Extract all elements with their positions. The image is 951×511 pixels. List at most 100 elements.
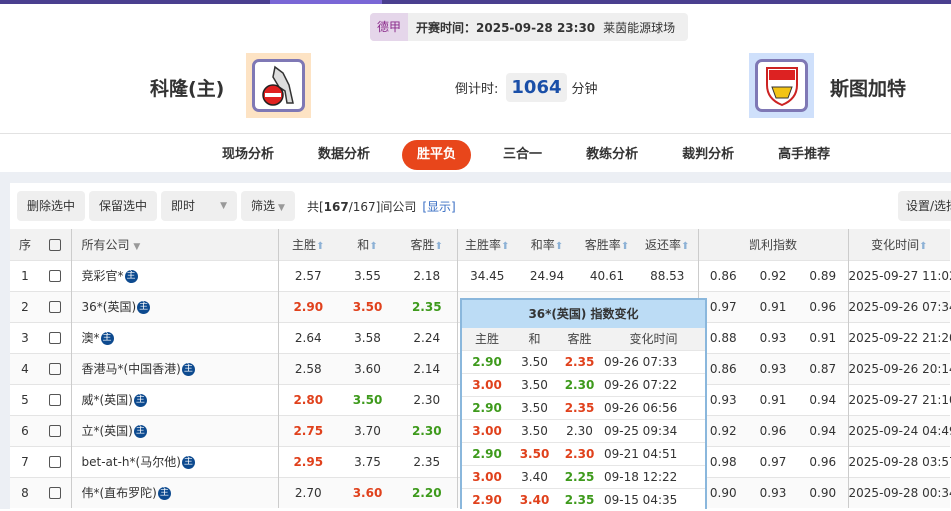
tab-referee-analysis[interactable]: 裁判分析 (682, 147, 735, 162)
table-row[interactable]: 1 竞彩官* 主 2.57 3.55 2.18 34.45 24.94 40.61… (10, 259, 951, 291)
home-odds[interactable]: 2.80 (277, 383, 338, 415)
row-select[interactable] (40, 476, 71, 508)
draw-odds[interactable]: 3.55 (338, 259, 397, 291)
row-select[interactable] (40, 290, 71, 322)
away-team-name[interactable]: 斯图加特 (830, 78, 907, 100)
row-select[interactable] (40, 352, 71, 384)
home-odds[interactable]: 2.57 (277, 259, 338, 291)
home-odds[interactable]: 2.75 (277, 414, 338, 446)
home-odds[interactable]: 2.95 (277, 445, 338, 477)
header-away-rate[interactable]: 客胜率⬆ (577, 229, 637, 260)
company-name[interactable]: 香港马*(中国香港) (81, 362, 181, 376)
sort-arrow-icon: ⬆ (369, 240, 378, 252)
header-away[interactable]: 客胜⬆ (397, 229, 457, 260)
tab-data-analysis[interactable]: 数据分析 (318, 147, 371, 162)
keep-selected-button[interactable]: 保留选中 (89, 191, 158, 221)
header-company[interactable]: 所有公司 ▼ (70, 229, 278, 260)
company-name[interactable]: 伟*(直布罗陀) (81, 486, 157, 501)
header-change-time[interactable]: 变化时间⬆ (847, 229, 951, 260)
company-cell[interactable]: 香港马*(中国香港) 主 (70, 352, 278, 384)
home-odds[interactable]: 2.64 (277, 321, 338, 353)
main-badge-icon: 主 (133, 425, 147, 438)
table-header: 序 所有公司 ▼ 主胜⬆ 和⬆ 客胜⬆ 主胜率⬆ 和率⬆ 客胜率⬆ 返还率⬆ 凯… (10, 229, 951, 260)
show-link[interactable]: [显示] (422, 199, 456, 214)
draw-odds[interactable]: 3.70 (338, 414, 397, 446)
draw-odds[interactable]: 3.75 (338, 445, 397, 477)
company-name[interactable]: 36*(英国) (81, 300, 137, 314)
row-select[interactable] (40, 321, 71, 353)
row-checkbox[interactable] (49, 425, 62, 437)
draw-rate-label: 和率 (530, 237, 555, 252)
away-odds[interactable]: 2.24 (397, 321, 457, 353)
company-cell[interactable]: 威*(英国) 主 (70, 383, 278, 415)
draw-odds[interactable]: 3.60 (338, 476, 397, 508)
home-team-name[interactable]: 科隆(主) (150, 78, 225, 100)
company-name[interactable]: 澳* (81, 331, 100, 345)
away-odds[interactable]: 2.35 (397, 290, 457, 322)
header-draw-rate[interactable]: 和率⬆ (517, 229, 577, 260)
row-checkbox[interactable] (49, 487, 62, 500)
popup-draw: 3.40 (512, 464, 557, 488)
filter-select[interactable]: 筛选 ▼ (241, 191, 295, 221)
away-odds[interactable]: 2.30 (397, 383, 457, 415)
away-odds[interactable]: 2.35 (397, 445, 457, 477)
tab-1x2-odds[interactable]: 胜平负 (402, 140, 472, 170)
row-checkbox[interactable] (49, 332, 62, 344)
away-team-logo[interactable] (749, 53, 814, 118)
row-no: 8 (10, 476, 40, 508)
header-home-rate[interactable]: 主胜率⬆ (456, 229, 517, 260)
company-name[interactable]: 立*(英国) (81, 424, 133, 438)
home-odds[interactable]: 2.90 (277, 290, 338, 322)
countdown-label: 倒计时: (455, 82, 499, 97)
away-odds[interactable]: 2.20 (397, 476, 457, 508)
divider (0, 133, 951, 134)
company-cell[interactable]: 伟*(直布罗陀) 主 (70, 476, 278, 508)
row-checkbox[interactable] (49, 456, 62, 468)
home-odds[interactable]: 2.58 (277, 352, 338, 384)
row-no: 1 (10, 259, 40, 291)
tab-expert-picks[interactable]: 高手推荐 (778, 147, 831, 162)
draw-odds[interactable]: 3.50 (338, 383, 397, 415)
mode-select[interactable]: 即时 ▼ (161, 191, 238, 221)
draw-odds[interactable]: 3.58 (338, 321, 397, 353)
company-cell[interactable]: bet-at-h*(马尔他) 主 (70, 445, 278, 477)
company-name[interactable]: bet-at-h*(马尔他) (81, 455, 181, 469)
draw-odds[interactable]: 3.60 (338, 352, 397, 384)
home-odds[interactable]: 2.70 (277, 476, 338, 508)
countdown: 倒计时: 1064 分钟 (455, 73, 598, 102)
tab-live-analysis[interactable]: 现场分析 (222, 147, 275, 162)
change-time: 2025-09-28 03:57 (847, 445, 951, 477)
draw-odds[interactable]: 3.50 (338, 290, 397, 322)
popup-time: 09-26 07:33 (602, 349, 705, 373)
company-cell[interactable]: 36*(英国) 主 (70, 290, 278, 322)
company-cell[interactable]: 立*(英国) 主 (70, 414, 278, 446)
company-cell[interactable]: 竞彩官* 主 (70, 259, 278, 291)
home-team-logo[interactable] (246, 53, 311, 118)
row-checkbox[interactable] (49, 270, 62, 282)
row-checkbox[interactable] (49, 363, 62, 375)
popup-row: 2.90 3.50 2.35 09-26 07:33 (462, 349, 705, 373)
company-name[interactable]: 威*(英国) (81, 393, 133, 407)
company-name[interactable]: 竞彩官* (81, 269, 124, 283)
away-odds[interactable]: 2.14 (397, 352, 457, 384)
row-select[interactable] (40, 383, 71, 415)
row-select[interactable] (40, 259, 71, 291)
header-select-all[interactable] (40, 229, 71, 260)
away-odds[interactable]: 2.30 (397, 414, 457, 446)
company-cell[interactable]: 澳* 主 (70, 321, 278, 353)
row-checkbox[interactable] (49, 301, 62, 313)
row-select[interactable] (40, 414, 71, 446)
league-badge[interactable]: 德甲 (370, 13, 409, 41)
header-home[interactable]: 主胜⬆ (277, 229, 338, 260)
tab-three-in-one[interactable]: 三合一 (503, 147, 543, 162)
row-select[interactable] (40, 445, 71, 477)
away-odds[interactable]: 2.18 (397, 259, 457, 291)
select-all-checkbox[interactable] (49, 238, 62, 251)
settings-button[interactable]: 设置/选择 (898, 191, 951, 221)
kelly-draw: 0.91 (748, 383, 798, 415)
delete-selected-button[interactable]: 删除选中 (17, 191, 86, 221)
header-return-rate[interactable]: 返还率⬆ (637, 229, 698, 260)
tab-coach-analysis[interactable]: 教练分析 (586, 147, 639, 162)
header-draw[interactable]: 和⬆ (338, 229, 397, 260)
row-checkbox[interactable] (49, 394, 62, 406)
